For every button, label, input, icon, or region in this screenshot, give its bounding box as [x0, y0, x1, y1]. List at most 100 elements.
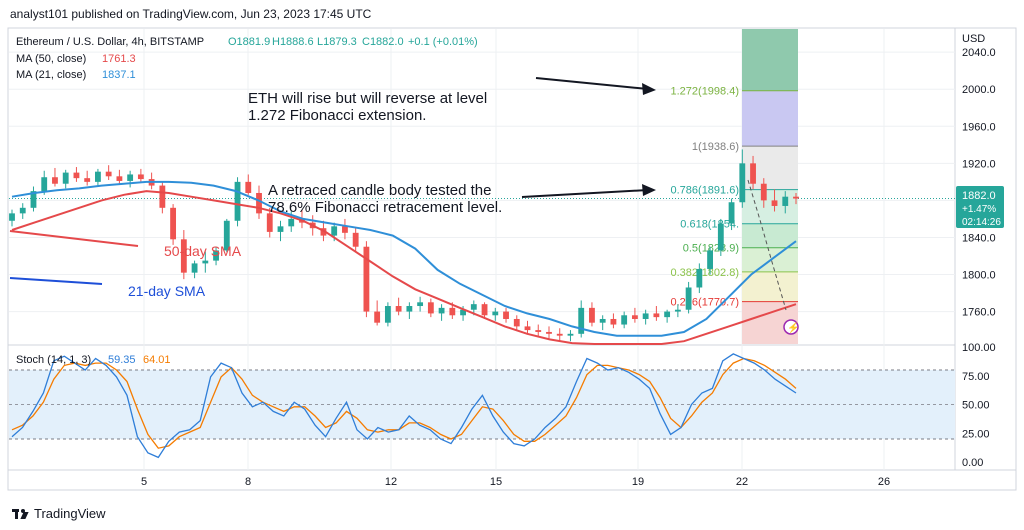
candle-body: [374, 311, 381, 323]
alert-icon[interactable]: [783, 319, 799, 335]
sma50-annotation: 50-day SMA: [164, 243, 242, 259]
candle-body: [685, 287, 692, 310]
fib-level-label: 1(1938.6): [692, 141, 739, 153]
candle-body: [191, 263, 198, 273]
time-tick-label: 12: [385, 476, 397, 488]
candle-body: [427, 302, 434, 314]
ma50-legend-label: MA (50, close): [16, 53, 86, 65]
annotation-eth-line1: ETH will rise but will reverse at level: [248, 90, 487, 107]
candle-body: [589, 307, 595, 323]
candle-body: [256, 192, 262, 214]
ma21-legend-value: 1837.1: [102, 69, 136, 81]
candle-body: [771, 200, 778, 206]
candle-body: [728, 202, 735, 224]
candles: [9, 149, 799, 342]
candle-body: [503, 311, 509, 319]
candle-body: [610, 318, 617, 325]
projection-path: [747, 179, 787, 311]
stoch-tick-label: 0.00: [962, 457, 983, 469]
price-tick-label: 1800.0: [962, 270, 996, 282]
bar-countdown: 02:14:26: [962, 217, 1001, 228]
candle-body: [707, 250, 713, 269]
candle-body: [556, 333, 563, 336]
time-tick-label: 19: [632, 476, 644, 488]
candle-body: [180, 239, 187, 273]
price-tick-label: 1840.0: [962, 232, 996, 244]
candle-body: [417, 302, 424, 307]
time-tick-label: 8: [245, 476, 251, 488]
candle-body: [116, 176, 123, 181]
last-price-change: +1.47%: [962, 204, 996, 215]
stoch-axis-labels: 100.00 75.00 50.00 25.00 0.00: [962, 342, 996, 469]
ohlc-close: C1882.0: [362, 36, 404, 48]
candle-body: [41, 177, 48, 192]
stoch-tick-label: 25.00: [962, 428, 990, 440]
fibonacci-tool[interactable]: 1.272(1998.4) 1(1938.6) 0.786(1891.6) 0.618…: [671, 29, 799, 344]
candle-body: [95, 171, 101, 182]
candle-body: [481, 304, 488, 316]
candle-body: [202, 260, 209, 264]
sma50-legend-line: [9, 230, 139, 247]
candle-body: [492, 311, 499, 316]
stoch-d-line: [11, 357, 797, 449]
symbol-name: Ethereum / U.S. Dollar, 4h, BITSTAMP: [16, 36, 204, 48]
fib-band: [742, 90, 798, 147]
alert-icon-glyph: ⚡: [787, 321, 799, 334]
candle-body: [760, 183, 767, 201]
candle-body: [223, 220, 230, 251]
candle-body: [170, 207, 177, 240]
candle-body: [599, 318, 606, 323]
candle-body: [384, 306, 391, 323]
candle-body: [674, 309, 681, 312]
time-tick-label: 26: [878, 476, 890, 488]
price-axis-labels: 2040.02000.01960.01920.01880.01840.01800…: [962, 47, 996, 318]
candle-body: [127, 174, 134, 181]
stoch-tick-label: 50.00: [962, 400, 990, 412]
ohlc-low: L1879.3: [317, 36, 357, 48]
ma50-legend-value: 1761.3: [102, 53, 136, 65]
stoch-tick-label: 75.00: [962, 371, 990, 383]
annotation-retrace-line2: 78.6% Fibonacci retracement level.: [268, 199, 502, 216]
candle-body: [62, 172, 69, 184]
candle-body: [19, 207, 26, 214]
candle-body: [470, 304, 477, 310]
footer-brand[interactable]: TradingView: [12, 506, 106, 521]
candle-body: [105, 171, 112, 177]
sma21-legend-line: [9, 277, 103, 285]
candle-body: [352, 232, 359, 247]
annotation-eth-line2: 1.272 Fibonacci extension.: [248, 107, 426, 124]
candle-body: [159, 185, 166, 208]
candle-body: [137, 174, 144, 180]
candle-body: [52, 177, 58, 184]
fib-level-label: 1.272(1998.4): [671, 86, 740, 98]
ohlc-high: H1888.6: [272, 36, 314, 48]
stoch-label: Stoch (14, 1, 3): [16, 354, 91, 366]
arrow-to-retracement: [521, 189, 649, 198]
candle-body: [739, 163, 746, 203]
candle-body: [696, 268, 703, 288]
currency-label: USD: [962, 33, 985, 45]
stoch-tick-label: 100.00: [962, 342, 996, 354]
candle-body: [9, 213, 15, 221]
candle-body: [513, 318, 520, 327]
stoch-k-value: 59.35: [108, 354, 136, 366]
fib-level-label: 0.5(1828.9): [683, 243, 739, 255]
stoch-band: [9, 369, 955, 440]
publisher-line: analyst101 published on TradingView.com,…: [10, 7, 372, 21]
candle-body: [395, 306, 402, 312]
candle-body: [234, 181, 241, 221]
annotation-retrace-line1: A retraced candle body tested the: [268, 182, 491, 199]
time-tick-label: 22: [736, 476, 748, 488]
price-tick-label: 1920.0: [962, 158, 996, 170]
last-price-tag: [956, 186, 1004, 228]
chart-frame: [7, 27, 1017, 491]
time-tick-label: 5: [141, 476, 147, 488]
candle-body: [460, 309, 466, 316]
price-tick-label: 1760.0: [962, 307, 996, 319]
candle-body: [793, 196, 799, 199]
fib-level-label: 0.236(1770.7): [671, 297, 740, 309]
fib-level-label: 0.382(1802.8): [671, 267, 740, 279]
candle-body: [30, 191, 37, 208]
candle-body: [213, 250, 219, 261]
